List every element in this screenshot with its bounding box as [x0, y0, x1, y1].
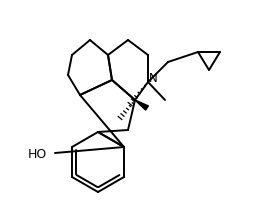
Polygon shape: [135, 100, 149, 110]
Text: N: N: [149, 71, 158, 84]
Text: HO: HO: [28, 149, 47, 162]
